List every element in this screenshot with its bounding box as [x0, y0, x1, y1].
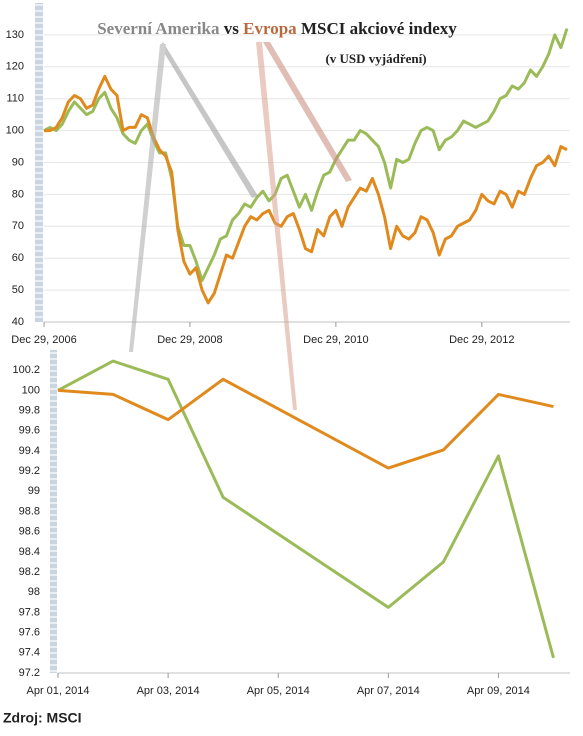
x-tick-label: Dec 29, 2010 [303, 334, 368, 346]
x-tick-label: Apr 03, 2014 [137, 685, 200, 697]
y-tick-label: 60 [12, 252, 24, 264]
plots: 40 50 60 70 80 90 100 110 120 130 Dec 29, 2006 Dec … [6, 28, 570, 697]
y-tick-label: 100 [6, 125, 24, 137]
y-tick-label: 99.4 [19, 445, 40, 457]
x-tick-label: Apr 01, 2014 [27, 685, 90, 697]
series-line [44, 74, 568, 305]
title-connector: vs [224, 19, 240, 38]
axis-scrollbar [35, 3, 43, 322]
y-tick-label: 120 [6, 61, 24, 73]
title-series-name: Severní Amerika [97, 19, 220, 38]
x-tick-label: Apr 09, 2014 [467, 685, 530, 697]
y-tick-label: 98.8 [19, 505, 40, 517]
y-tick-label: 90 [12, 156, 24, 168]
y-tick-label: 97.2 [19, 667, 40, 679]
y-tick-label: 50 [12, 284, 24, 296]
x-tick-label: Dec 29, 2006 [11, 334, 76, 346]
y-tick-label: 40 [12, 316, 24, 328]
y-tick-label: 99.8 [19, 404, 40, 416]
y-tick-label: 70 [12, 220, 24, 232]
source: Zdroj: MSCI [3, 710, 82, 726]
series-line [43, 28, 569, 283]
title-text: MSCI akciové indexy [301, 19, 457, 38]
y-tick-label: 97.4 [19, 647, 40, 659]
chart-subtitle: (v USD vyjádření) [325, 51, 426, 66]
y-tick-label: 100 [22, 384, 40, 396]
y-tick-label: 98 [28, 586, 40, 598]
title-series-name: Evropa [243, 19, 297, 38]
y-tick-label: 99 [28, 485, 40, 497]
y-tick-label: 99.2 [19, 465, 40, 477]
axis-scrollbar [50, 350, 57, 673]
x-tick-label: Dec 29, 2008 [157, 334, 222, 346]
y-tick-label: 110 [6, 93, 24, 105]
zoom-connector [129, 42, 352, 410]
y-tick-label: 98.6 [19, 526, 40, 538]
y-tick-label: 97.8 [19, 606, 40, 618]
y-tick-label: 99.6 [19, 425, 40, 437]
y-tick-label: 98.2 [19, 566, 40, 578]
y-tick-label: 97.6 [19, 627, 40, 639]
x-tick-label: Dec 29, 2012 [449, 334, 514, 346]
series-line [57, 359, 555, 659]
y-tick-label: 98.4 [19, 546, 40, 558]
series-line [57, 377, 554, 470]
x-tick-label: Apr 07, 2014 [357, 685, 420, 697]
y-tick-label: 80 [12, 188, 24, 200]
chart-title: Severní Amerika vs Evropa MSCI akciové i… [97, 19, 457, 38]
y-tick-label: 100.2 [12, 364, 40, 376]
x-tick-label: Apr 05, 2014 [247, 685, 310, 697]
y-tick-label: 130 [6, 29, 24, 41]
